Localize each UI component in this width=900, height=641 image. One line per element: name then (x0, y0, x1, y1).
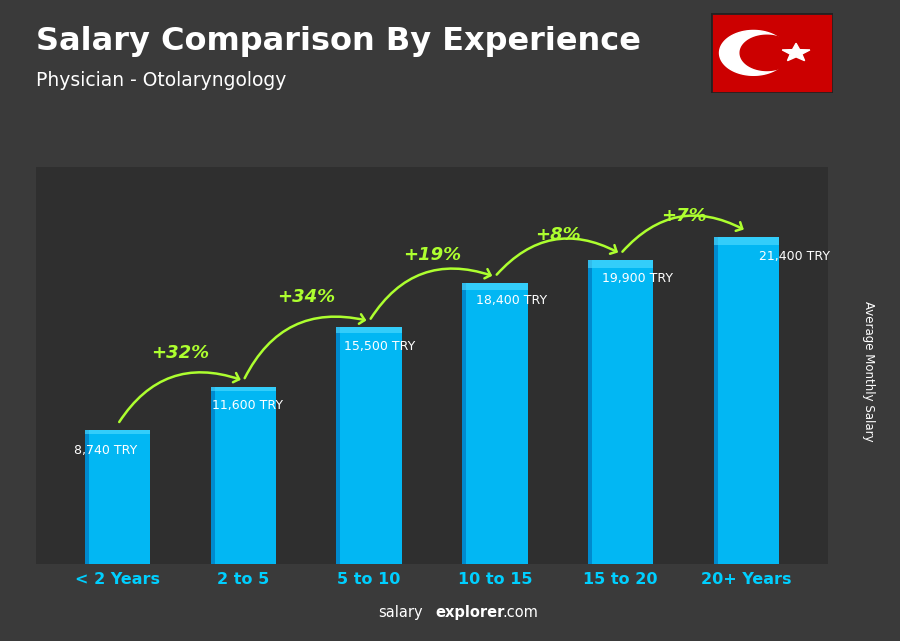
Bar (714, 237, 779, 245)
Bar (85, 431, 150, 564)
Text: Salary Comparison By Experience: Salary Comparison By Experience (36, 26, 641, 57)
Bar (85, 431, 150, 434)
Bar (463, 283, 466, 564)
Bar (85, 431, 89, 564)
Bar (211, 387, 276, 564)
Text: +8%: +8% (535, 226, 581, 244)
Bar (714, 237, 717, 564)
Bar (588, 260, 653, 267)
Text: +7%: +7% (661, 206, 707, 224)
Polygon shape (782, 44, 810, 61)
Bar (463, 283, 527, 564)
Text: Physician - Otolaryngology: Physician - Otolaryngology (36, 71, 286, 90)
Text: 18,400 TRY: 18,400 TRY (476, 294, 547, 307)
Bar (337, 327, 401, 564)
FancyBboxPatch shape (711, 13, 832, 93)
Text: 11,600 TRY: 11,600 TRY (212, 399, 283, 412)
Text: +32%: +32% (151, 344, 210, 362)
Text: salary: salary (378, 604, 423, 620)
Bar (337, 327, 401, 333)
Text: Average Monthly Salary: Average Monthly Salary (862, 301, 875, 442)
Text: 19,900 TRY: 19,900 TRY (602, 272, 672, 285)
Bar (337, 327, 340, 564)
Text: 15,500 TRY: 15,500 TRY (344, 340, 415, 353)
Text: .com: .com (502, 604, 538, 620)
Bar (588, 260, 653, 564)
Bar (211, 387, 215, 564)
Bar (588, 260, 592, 564)
Bar (211, 387, 276, 391)
Text: 8,740 TRY: 8,740 TRY (74, 444, 137, 457)
Polygon shape (719, 31, 788, 75)
Bar (714, 237, 779, 564)
Text: explorer: explorer (436, 604, 505, 620)
Polygon shape (740, 35, 794, 71)
Text: +34%: +34% (277, 288, 336, 306)
Bar (463, 283, 527, 290)
Text: 21,400 TRY: 21,400 TRY (759, 250, 830, 263)
Text: +19%: +19% (403, 246, 461, 264)
